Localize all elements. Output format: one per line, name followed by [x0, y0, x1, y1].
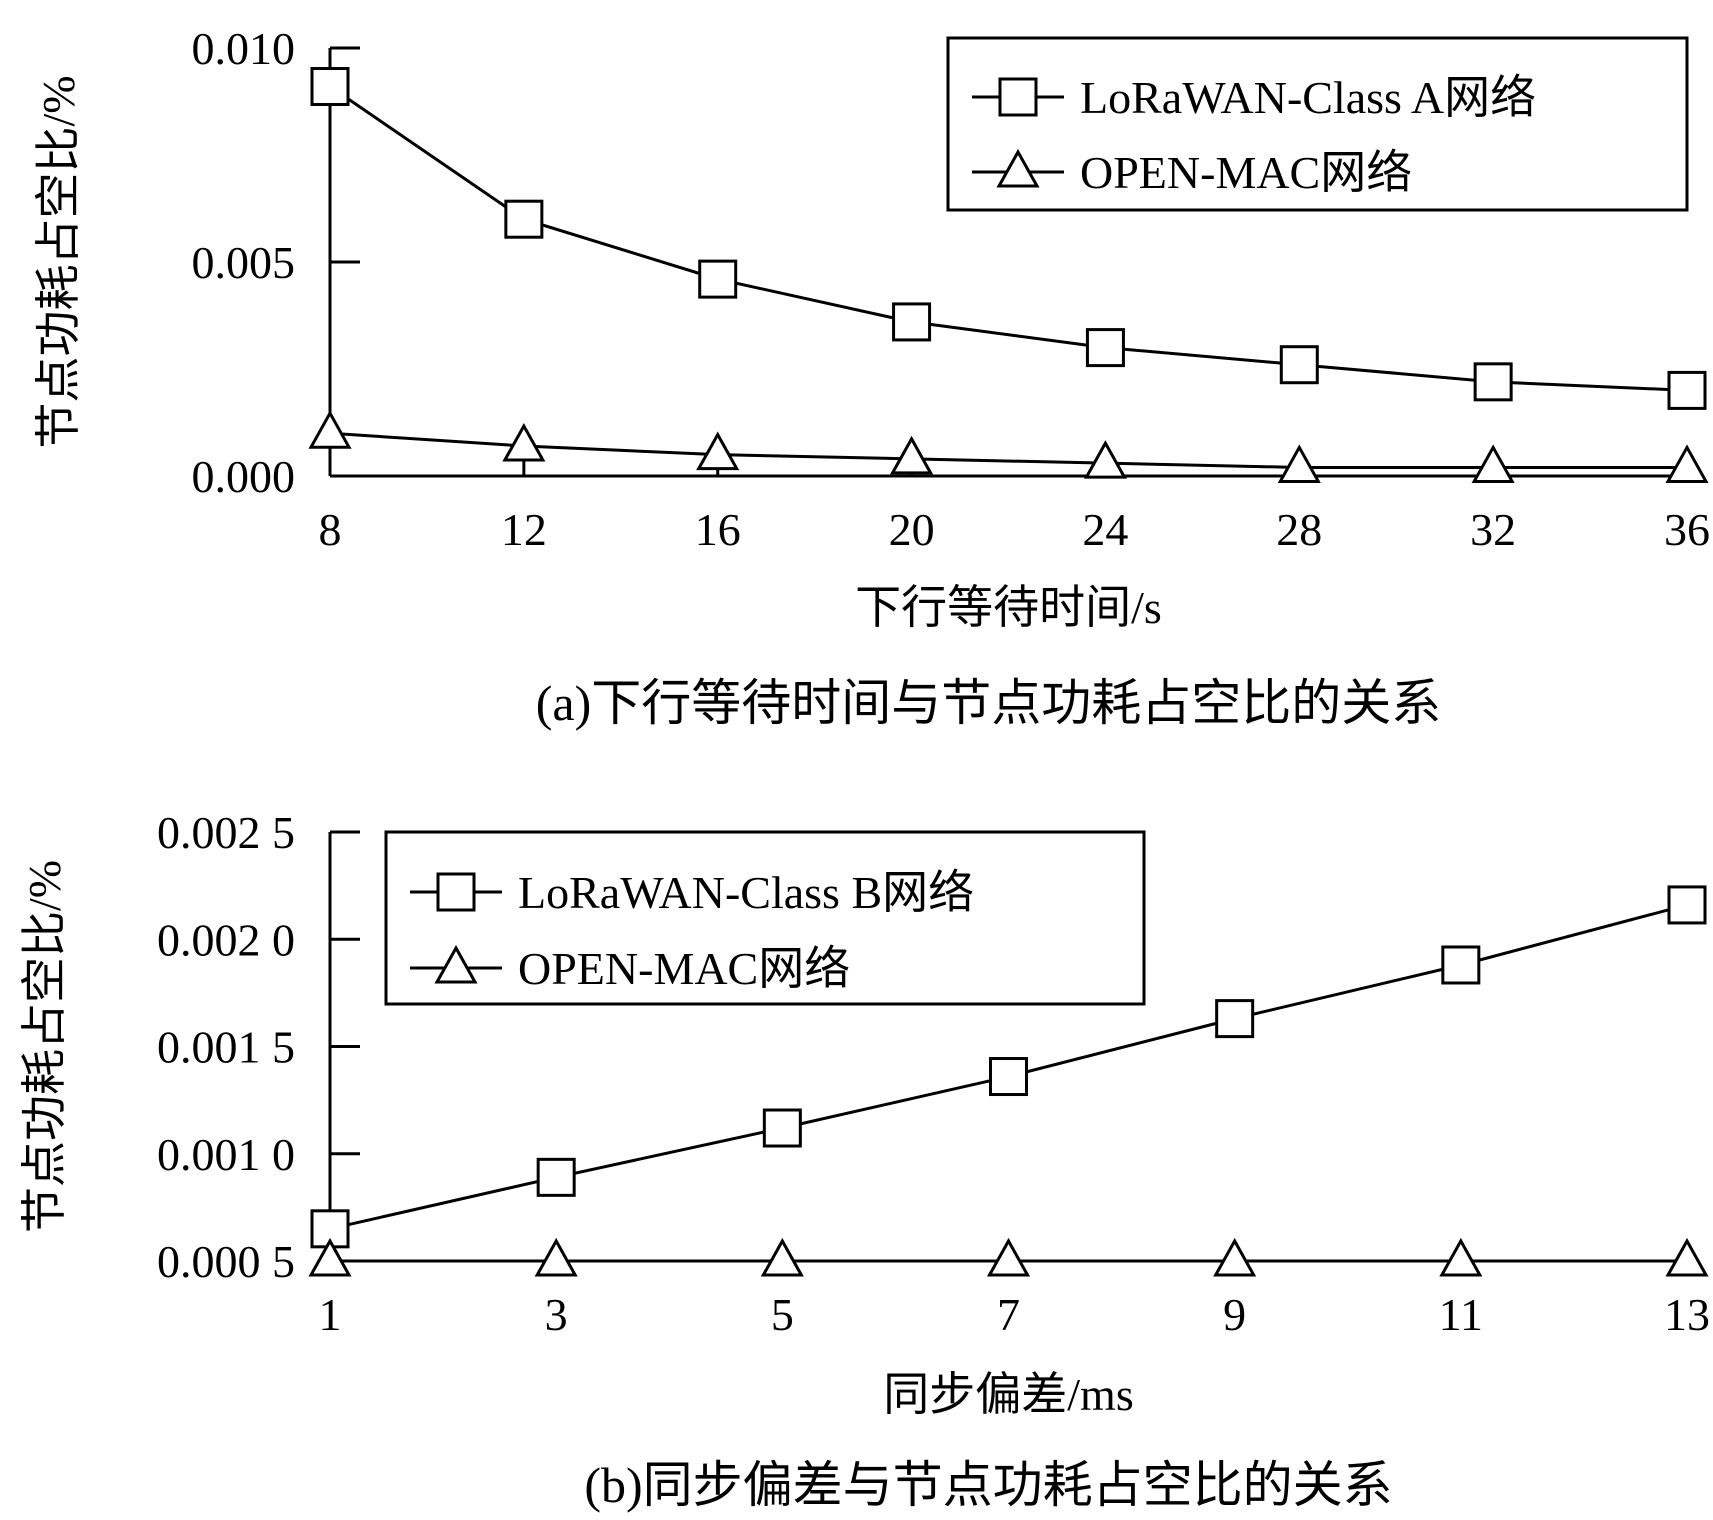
legend-label: OPEN-MAC网络	[518, 943, 850, 994]
data-point-triangle	[1277, 444, 1321, 483]
x-tick-label: 13	[1664, 1289, 1710, 1340]
legend-marker-triangle	[434, 944, 478, 984]
y-tick-label: 0.000	[192, 451, 296, 502]
data-point-triangle	[1471, 444, 1515, 483]
series-line-square	[329, 85, 1688, 392]
chart-a: 0.000 0.005 0.010 8 12 16 20 24 28 32 36 下行等待时间/s 节点…	[33, 23, 1710, 731]
x-tick-label: 24	[1082, 504, 1128, 555]
data-point-square	[762, 1108, 802, 1148]
legend-marker-triangle	[996, 148, 1040, 188]
data-point-square	[1215, 999, 1255, 1039]
y-tick-label: 0.002 5	[157, 807, 295, 858]
data-point-triangle	[760, 1237, 804, 1277]
data-point-square	[1279, 345, 1319, 385]
data-point-square	[1473, 362, 1513, 402]
legend-label: LoRaWAN-Class B网络	[518, 867, 974, 918]
y-tick-label: 0.005	[192, 237, 296, 288]
x-tick-label: 9	[1223, 1289, 1246, 1340]
x-tick-label: 1	[319, 1289, 342, 1340]
data-point-triangle	[534, 1237, 578, 1277]
data-point-triangle	[890, 435, 934, 475]
x-tick-label: 8	[319, 504, 342, 555]
data-point-square	[310, 67, 350, 107]
data-point-square	[989, 1057, 1028, 1097]
data-point-triangle	[308, 1237, 352, 1277]
x-tick-label: 20	[889, 504, 935, 555]
data-point-square	[698, 259, 738, 299]
data-point-square	[1441, 945, 1481, 985]
y-tick-label: 0.001 5	[157, 1022, 295, 1073]
chart-caption: (b)同步偏差与节点功耗占空比的关系	[584, 1457, 1392, 1513]
x-tick-label: 32	[1470, 504, 1516, 555]
data-point-triangle	[1665, 444, 1709, 483]
x-axis-title: 下行等待时间/s	[855, 582, 1162, 633]
data-point-triangle	[1665, 1237, 1709, 1277]
data-point-triangle	[502, 422, 546, 462]
data-point-triangle	[1439, 1237, 1483, 1277]
x-tick-label: 3	[545, 1289, 568, 1340]
series-line-triangle	[329, 431, 1687, 469]
y-tick-label: 0.000 5	[157, 1236, 295, 1287]
y-axis-title: 节点功耗占空比/%	[19, 860, 70, 1233]
data-point-square	[504, 199, 544, 239]
legend-marker-square	[436, 872, 476, 912]
x-tick-label: 7	[997, 1289, 1020, 1340]
x-tick-label: 11	[1439, 1289, 1483, 1340]
data-point-triangle	[308, 410, 352, 449]
data-point-triangle	[986, 1237, 1031, 1277]
data-point-triangle	[696, 431, 740, 471]
legend-label: OPEN-MAC网络	[1080, 147, 1412, 198]
x-axis-title: 同步偏差/ms	[883, 1369, 1133, 1420]
data-point-square	[892, 302, 932, 342]
legend-label: LoRaWAN-Class A网络	[1080, 72, 1536, 123]
y-tick-label: 0.010	[192, 23, 296, 74]
y-axis-title: 节点功耗占空比/%	[33, 75, 84, 448]
x-tick-label: 5	[771, 1289, 794, 1340]
data-point-square	[1085, 328, 1125, 368]
data-point-square	[1667, 370, 1707, 410]
data-point-triangle	[1083, 440, 1127, 479]
x-tick-label: 36	[1664, 504, 1710, 555]
x-tick-label: 12	[501, 504, 547, 555]
data-point-triangle	[1213, 1237, 1257, 1277]
data-point-square	[536, 1157, 576, 1197]
y-tick-label: 0.001 0	[157, 1129, 295, 1180]
data-point-square	[1667, 885, 1707, 925]
x-tick-label: 16	[695, 504, 741, 555]
x-tick-label: 28	[1276, 504, 1322, 555]
legend-marker-square	[998, 77, 1038, 117]
chart-b: 0.000 50.001 00.001 50.002 00.002 51 3 5 7 9…	[19, 807, 1710, 1513]
legend-box	[384, 830, 1146, 1006]
chart-caption: (a)下行等待时间与节点功耗占空比的关系	[536, 675, 1442, 731]
legend-box	[946, 36, 1689, 212]
y-tick-label: 0.002 0	[157, 914, 295, 965]
